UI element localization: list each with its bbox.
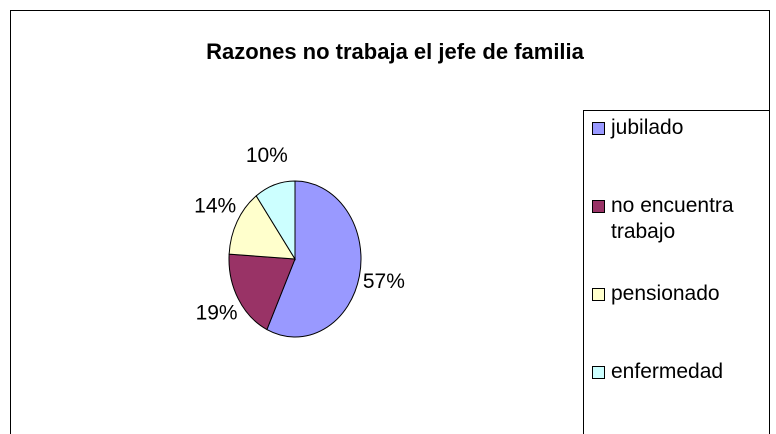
pie-slice	[266, 180, 362, 338]
legend-swatch	[592, 288, 605, 301]
legend-swatch	[592, 366, 605, 379]
pie-slice	[255, 180, 296, 261]
pie-slice	[228, 253, 296, 331]
legend-swatch	[592, 200, 605, 213]
legend-swatch	[592, 122, 605, 135]
data-label: 14%	[194, 195, 236, 218]
legend-box	[583, 110, 770, 434]
chart-title: Razones no trabaja el jefe de familia	[206, 39, 585, 64]
legend-entry: pensionado	[592, 281, 767, 307]
data-label: 57%	[363, 270, 405, 293]
legend-label: pensionado	[611, 282, 720, 305]
legend-entry: enfermedad	[592, 359, 767, 385]
legend-label: no encuentra trabajo	[611, 194, 734, 243]
legend-label: enfermedad	[611, 360, 724, 383]
data-label: 19%	[196, 301, 238, 324]
data-label: 10%	[246, 144, 288, 167]
pie-slice	[228, 195, 296, 260]
legend-entry: no encuentra trabajo	[592, 193, 767, 245]
legend-label: jubilado	[611, 116, 684, 139]
legend-entry: jubilado	[592, 115, 767, 141]
